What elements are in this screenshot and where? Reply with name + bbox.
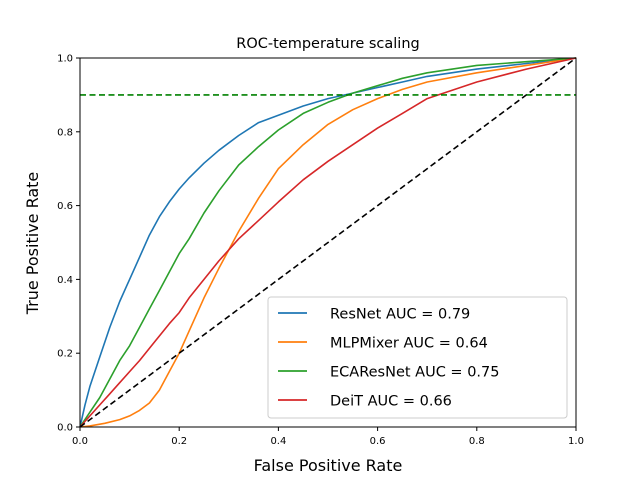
legend-box — [267, 296, 568, 419]
x-tick-label: 0.6 — [370, 436, 386, 447]
y-tick-label: 1.0 — [57, 54, 73, 65]
series-line-1 — [79, 57, 577, 428]
x-tick-label: 0.8 — [469, 436, 485, 447]
series-line-2 — [79, 57, 577, 428]
series-lines — [79, 57, 577, 428]
legend: ResNet AUC = 0.79 MLPMixer AUC = 0.64 ECAR… — [267, 296, 568, 419]
x-tick-label: 0.2 — [171, 436, 187, 447]
y-tick-label: 0.0 — [57, 423, 73, 434]
legend-label: MLPMixer AUC = 0.64 — [330, 336, 488, 352]
y-tick-label: 0.4 — [57, 275, 73, 286]
x-tick-label: 1.0 — [568, 436, 584, 447]
x-tick-label: 0.0 — [72, 436, 88, 447]
x-tick-label: 0.4 — [270, 436, 286, 447]
legend-label: ResNet AUC = 0.79 — [330, 307, 470, 323]
series-line-3 — [79, 57, 577, 428]
y-tick-label: 0.8 — [57, 127, 73, 138]
series-line-4 — [79, 57, 577, 428]
y-tick-label: 0.2 — [57, 349, 73, 360]
y-tick-label: 0.6 — [57, 201, 73, 212]
x-axis-ticks: 0.0 0.2 0.4 0.6 0.8 1.0 — [72, 427, 584, 447]
x-axis-label: False Positive Rate — [254, 456, 403, 475]
y-axis-ticks: 0.0 0.2 0.4 0.6 0.8 1.0 — [57, 54, 80, 434]
chart-title: ROC-temperature scaling — [236, 36, 419, 52]
legend-label: ECAResNet AUC = 0.75 — [330, 365, 499, 381]
legend-label: DeiT AUC = 0.66 — [330, 394, 452, 410]
series-line-0 — [79, 57, 577, 428]
plot-frame — [79, 57, 577, 428]
y-axis-label: True Positive Rate — [23, 172, 42, 316]
